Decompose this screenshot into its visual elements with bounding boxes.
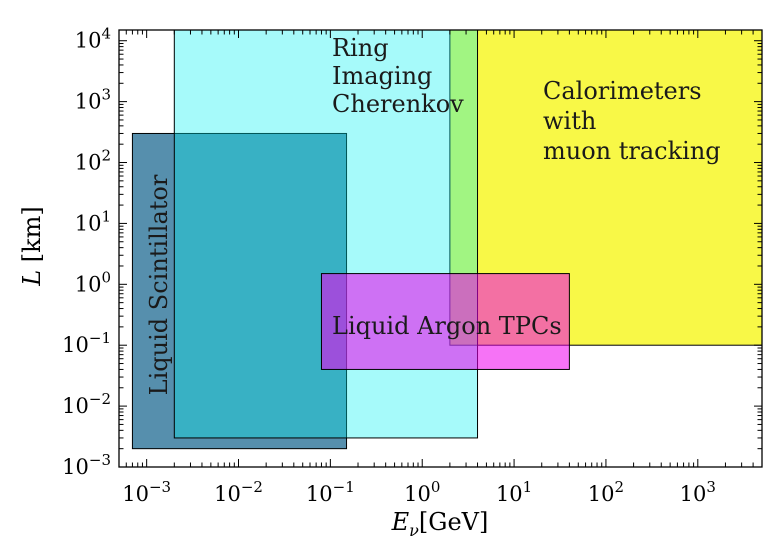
- region-labels-layer: Calorimeters with muon tracking Liquid Scin…: [145, 34, 721, 395]
- y-tick-label: 104: [75, 25, 111, 53]
- region-liquid-scintillator: [131, 132, 348, 450]
- y-tick-label: 102: [75, 147, 111, 175]
- region-ring-imaging-cherenkov: [173, 29, 479, 439]
- region-label-liquid-argon-tpcs: Liquid Argon TPCs: [332, 312, 562, 340]
- y-tick-label: 10−2: [62, 390, 111, 418]
- x-tick-label: 10−1: [306, 478, 355, 506]
- regions-layer: [131, 29, 763, 450]
- x-tick-label: 103: [680, 478, 716, 506]
- y-axis-title: L [km]: [18, 206, 46, 287]
- region-liquid-argon-tpcs: [320, 273, 570, 370]
- y-tick-label: 103: [75, 86, 111, 114]
- x-tick-label: 100: [404, 478, 440, 506]
- y-tick-label: 100: [75, 268, 111, 296]
- axis-titles-layer: Eν[GeV] L [km]: [18, 206, 488, 540]
- x-tick-label: 10−2: [214, 478, 263, 506]
- y-tick-label: 101: [75, 207, 111, 235]
- y-tick-label: 10−3: [62, 451, 111, 479]
- x-tick-label: 101: [496, 478, 532, 506]
- region-label-liquid-scintillator: Liquid Scintillator: [145, 174, 173, 395]
- region-label-ring-imaging-cherenkov: Ring Imaging Cherenkov: [332, 34, 464, 118]
- y-tick-label: 10−1: [62, 329, 111, 357]
- plot-frame: [118, 29, 763, 468]
- region-label-calorimeters: Calorimeters with muon tracking: [543, 77, 721, 165]
- x-axis-title: Eν[GeV]: [391, 508, 489, 540]
- x-tick-label: 10−3: [122, 478, 171, 506]
- x-tick-label: 102: [588, 478, 624, 506]
- ticks-layer: 10−3 10−2 10−1 100 101 102 103 10−3 10−2 10−1 100 1…: [62, 25, 763, 506]
